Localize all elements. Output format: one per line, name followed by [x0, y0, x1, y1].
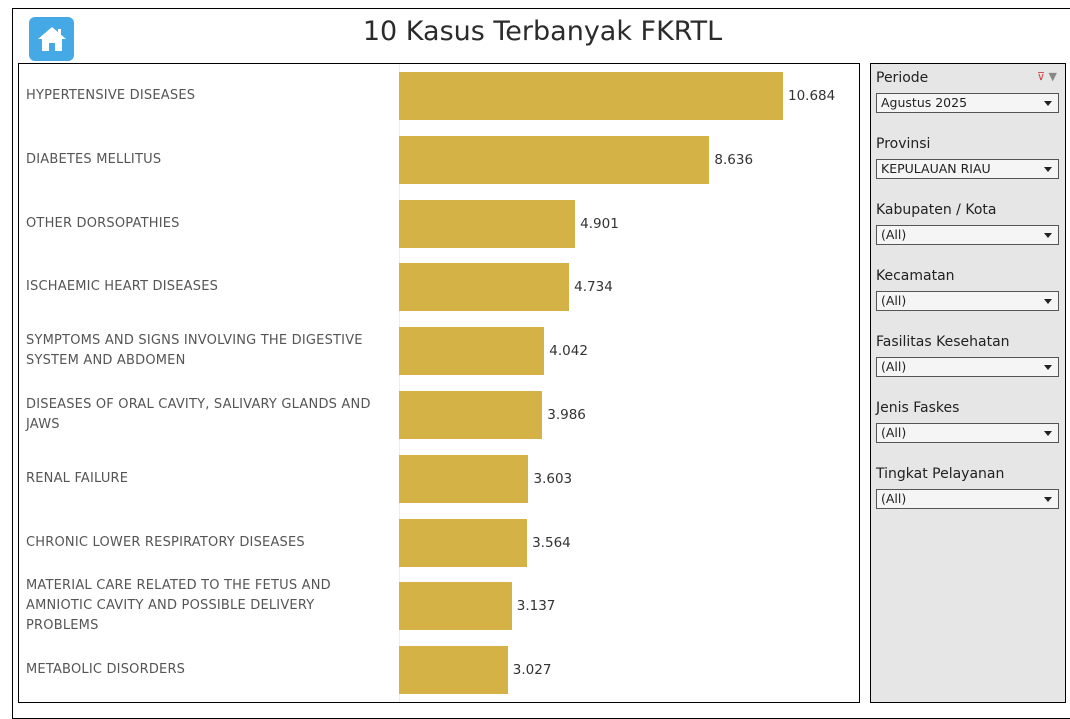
- filter-dropdown[interactable]: (All): [876, 225, 1059, 245]
- clear-filter-icon[interactable]: ⊽: [1036, 70, 1046, 83]
- chevron-down-icon: [1044, 299, 1052, 304]
- chart-row[interactable]: RENAL FAILURE 3.603: [19, 447, 859, 511]
- filter-value: (All): [881, 227, 907, 242]
- filter-label: Kecamatan: [876, 268, 955, 284]
- category-label: OTHER DORSOPATHIES: [26, 215, 180, 231]
- filter-value: Agustus 2025: [881, 95, 968, 110]
- filter-dropdown[interactable]: (All): [876, 357, 1059, 377]
- menu-caret-icon[interactable]: ▼: [1048, 70, 1057, 83]
- bar[interactable]: [399, 454, 529, 503]
- value-label: 4.042: [549, 343, 588, 360]
- value-label: 4.901: [580, 215, 619, 232]
- bar[interactable]: [399, 72, 783, 120]
- bar[interactable]: [399, 582, 512, 631]
- filter-dropdown[interactable]: (All): [876, 423, 1059, 443]
- home-button[interactable]: [29, 17, 74, 61]
- chart-row[interactable]: DIABETES MELLITUS 8.636: [19, 128, 859, 192]
- bar[interactable]: [399, 199, 576, 248]
- category-label: SYMPTOMS AND SIGNS INVOLVING THE DIGESTI…: [26, 333, 363, 369]
- chart-row[interactable]: OTHER DORSOPATHIES 4.901: [19, 192, 859, 256]
- value-label: 4.734: [574, 279, 613, 296]
- value-label: 3.564: [532, 534, 571, 551]
- chart-row[interactable]: METABOLIC DISORDERS 3.027: [19, 638, 859, 702]
- category-label: METABOLIC DISORDERS: [26, 662, 186, 678]
- filter-value: (All): [881, 425, 907, 440]
- value-label: 3.027: [512, 662, 552, 679]
- chevron-down-icon: [1044, 497, 1052, 502]
- bar[interactable]: [399, 391, 543, 439]
- filter-label: Jenis Faskes: [876, 400, 960, 416]
- filter-panel: ⊽ ▼ Periode Agustus 2025 Provinsi KEPULAU…: [870, 63, 1066, 703]
- axis-line: [399, 64, 400, 702]
- category-label: ISCHAEMIC HEART DISEASES: [26, 279, 219, 295]
- category-label: CHRONIC LOWER RESPIRATORY DISEASES: [26, 534, 305, 550]
- category-label: RENAL FAILURE: [26, 470, 129, 486]
- filter-label: Fasilitas Kesehatan: [876, 334, 1010, 350]
- chevron-down-icon: [1044, 167, 1052, 172]
- filter-label: Tingkat Pelayanan: [876, 466, 1005, 482]
- bar[interactable]: [399, 263, 570, 312]
- filter-value: KEPULAUAN RIAU: [881, 161, 991, 176]
- bar[interactable]: [399, 327, 545, 376]
- filter-kecamatan: Kecamatan (All): [876, 268, 1059, 311]
- value-label: 3.603: [533, 470, 573, 487]
- bar[interactable]: [399, 518, 528, 567]
- filter-dropdown[interactable]: KEPULAUAN RIAU: [876, 159, 1059, 179]
- chevron-down-icon: [1044, 365, 1052, 370]
- bar[interactable]: [399, 646, 508, 695]
- chart-row[interactable]: CHRONIC LOWER RESPIRATORY DISEASES 3.564: [19, 511, 859, 575]
- value-label: 3.137: [516, 598, 556, 615]
- filter-provinsi: Provinsi KEPULAUAN RIAU: [876, 136, 1059, 179]
- filter-label: Provinsi: [876, 136, 931, 152]
- filter-dropdown[interactable]: (All): [876, 489, 1059, 509]
- chevron-down-icon: [1044, 431, 1052, 436]
- category-label: DIABETES MELLITUS: [26, 151, 162, 167]
- chart-row[interactable]: MATERIAL CARE RELATED TO THE FETUS AND A…: [19, 574, 859, 638]
- filter-tingkat-pelayanan: Tingkat Pelayanan (All): [876, 466, 1059, 509]
- chart-row[interactable]: HYPERTENSIVE DISEASES 10.684: [19, 64, 859, 128]
- filter-label: Kabupaten / Kota: [876, 202, 997, 218]
- filter-dropdown[interactable]: Agustus 2025: [876, 93, 1059, 113]
- filter-fasilitas-kesehatan: Fasilitas Kesehatan (All): [876, 334, 1059, 377]
- filter-label: Periode: [876, 70, 929, 86]
- page-title: 10 Kasus Terbanyak FKRTL: [362, 16, 723, 47]
- chart-row[interactable]: ISCHAEMIC HEART DISEASES 4.734: [19, 255, 859, 319]
- bar-chart: HYPERTENSIVE DISEASES 10.684 DIABETES MEL…: [18, 63, 860, 703]
- filter-jenis-faskes: Jenis Faskes (All): [876, 400, 1059, 443]
- filter-value: (All): [881, 293, 907, 308]
- chevron-down-icon: [1044, 233, 1052, 238]
- filter-value: (All): [881, 359, 907, 374]
- home-icon: [37, 27, 66, 51]
- category-label: HYPERTENSIVE DISEASES: [26, 88, 196, 103]
- value-label: 3.986: [547, 407, 586, 423]
- category-label: MATERIAL CARE RELATED TO THE FETUS AND A…: [26, 578, 331, 634]
- bar[interactable]: [399, 135, 710, 184]
- chart-row[interactable]: SYMPTOMS AND SIGNS INVOLVING THE DIGESTI…: [19, 319, 859, 383]
- filter-value: (All): [881, 491, 907, 506]
- value-label: 10.684: [788, 88, 836, 104]
- filter-dropdown[interactable]: (All): [876, 291, 1059, 311]
- filter-kabupaten-kota: Kabupaten / Kota (All): [876, 202, 1059, 245]
- chevron-down-icon: [1044, 101, 1052, 106]
- value-label: 8.636: [714, 151, 754, 168]
- filter-periode: Periode Agustus 2025: [876, 70, 1059, 113]
- category-label: DISEASES OF ORAL CAVITY, SALIVARY GLANDS…: [26, 397, 371, 432]
- chart-row[interactable]: DISEASES OF ORAL CAVITY, SALIVARY GLANDS…: [19, 383, 859, 447]
